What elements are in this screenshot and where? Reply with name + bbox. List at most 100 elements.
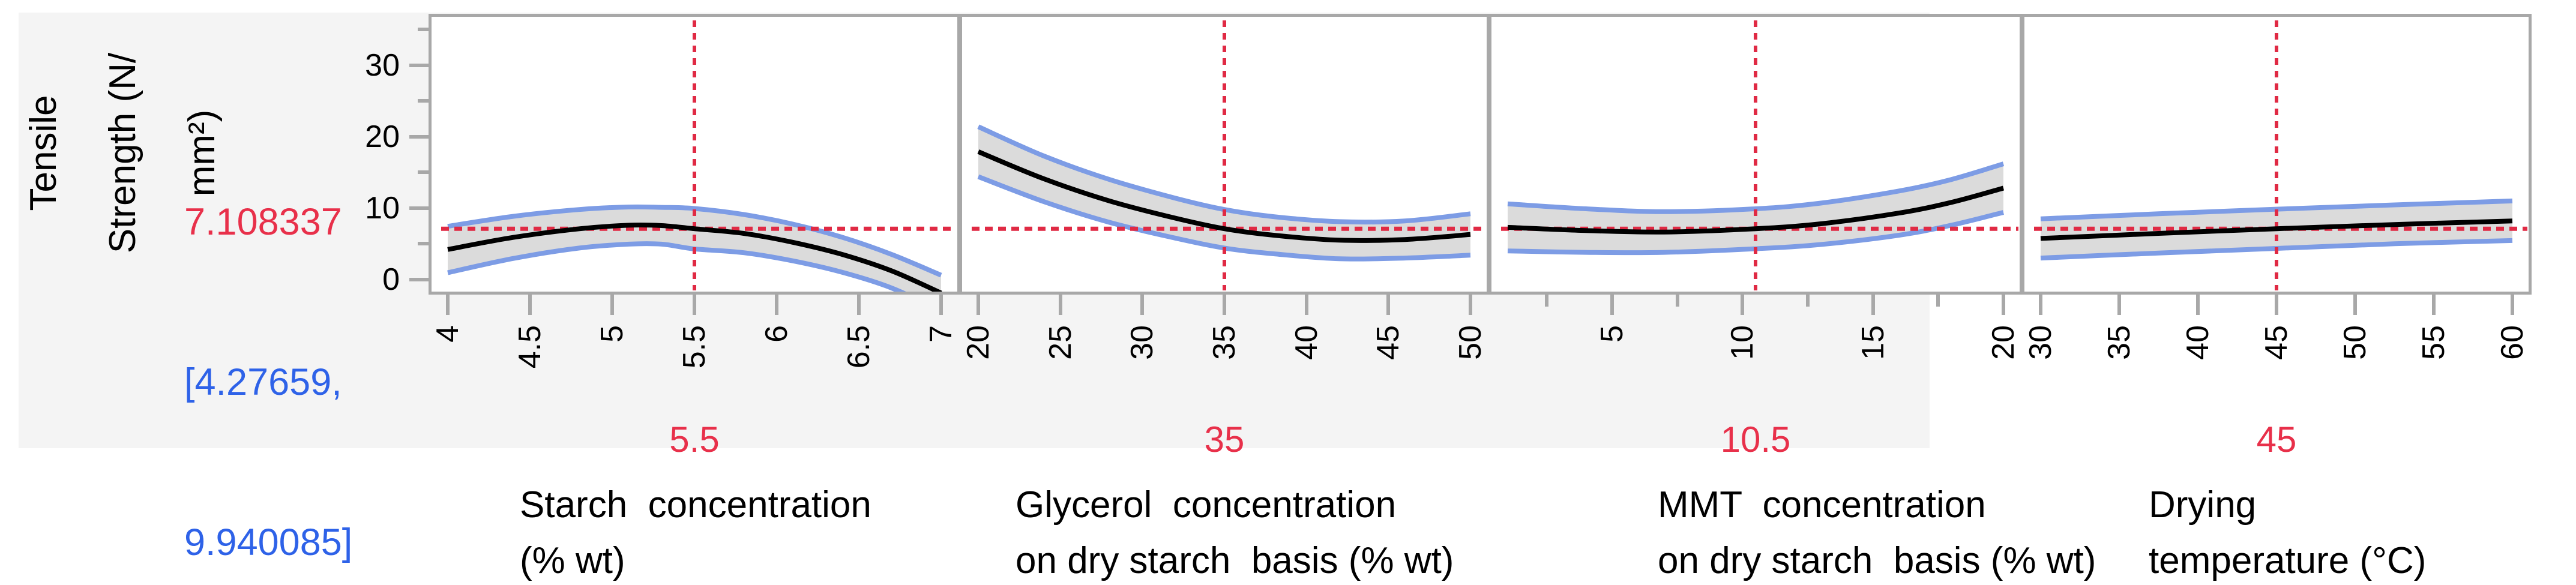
y-axis-minor-tick — [418, 28, 429, 31]
y-axis-minor-tick — [418, 170, 429, 174]
factor-current-value[interactable]: 5.5 — [669, 419, 720, 460]
x-axis-tick-label: 6.5 — [841, 325, 876, 369]
y-axis-tick-label: 30 — [365, 48, 400, 83]
x-axis-minor-tick — [1936, 293, 1940, 307]
x-axis-tick-label: 40 — [1289, 325, 1324, 360]
x-axis-minor-tick — [1806, 293, 1810, 307]
plot-area-4 — [2034, 20, 2527, 290]
x-axis-major-tick — [977, 293, 980, 315]
x-axis-major-tick — [1140, 293, 1144, 315]
response-value-block: 7.108337 [4.27659, 9.940085] — [184, 89, 352, 585]
upper-ci-line — [447, 204, 942, 278]
x-axis-major-tick — [446, 293, 450, 315]
factor-name-label: Glycerol concentration on dry starch basi… — [1016, 477, 1454, 585]
factor-name-line: on dry starch basis (% wt) — [1658, 540, 2096, 581]
x-axis-tick-label: 25 — [1043, 325, 1078, 360]
x-axis-major-tick — [2196, 293, 2200, 315]
y-axis-tick-label: 20 — [365, 119, 400, 154]
factor-name-line: (% wt) — [520, 540, 625, 581]
x-axis-major-tick — [610, 293, 614, 315]
factor-name-line: Starch concentration — [520, 484, 871, 526]
plot-area-3 — [1501, 20, 2018, 290]
factor-name-line: Glycerol concentration — [1016, 484, 1397, 526]
x-axis-tick-label: 10 — [1725, 325, 1760, 360]
x-axis-tick-label: 55 — [2416, 325, 2451, 360]
confidence-interval-low: [4.27659, — [184, 361, 342, 403]
x-axis-tick-label: 4.5 — [513, 325, 547, 369]
upper-ci-line — [1507, 161, 2005, 214]
x-axis-major-tick — [2511, 293, 2514, 315]
prediction-curve — [977, 149, 1471, 243]
x-axis-major-tick — [2117, 293, 2121, 315]
x-axis-tick-label: 20 — [961, 325, 996, 360]
factor-name-label: Starch concentration (% wt) — [520, 477, 871, 585]
x-axis-tick-label: 6 — [759, 325, 794, 343]
x-axis-major-tick — [1469, 293, 1472, 315]
x-axis-tick-label: 5 — [1595, 325, 1630, 343]
prediction-curve — [447, 222, 942, 292]
x-axis-major-tick — [2353, 293, 2357, 315]
factor-current-value[interactable]: 35 — [1204, 419, 1245, 460]
x-axis-tick-label: 45 — [1371, 325, 1406, 360]
y-axis-minor-tick — [418, 99, 429, 103]
factor-name-line: MMT concentration — [1658, 484, 1986, 526]
x-axis-tick-label: 7 — [924, 325, 958, 343]
y-axis-major-tick — [409, 278, 429, 281]
x-axis-tick-label: 4 — [430, 325, 465, 343]
prediction-curve — [2040, 218, 2513, 241]
factor-current-value[interactable]: 10.5 — [1720, 419, 1791, 460]
x-axis-tick-label: 60 — [2495, 325, 2530, 360]
factor-name-line: Drying — [2149, 484, 2257, 526]
x-axis-major-tick — [528, 293, 532, 315]
x-axis-major-tick — [1610, 293, 1614, 315]
x-axis-major-tick — [1386, 293, 1390, 315]
confidence-band — [978, 127, 1470, 259]
x-axis-major-tick — [1223, 293, 1226, 315]
y-axis-major-tick — [409, 135, 429, 139]
x-axis-tick-label: 20 — [1986, 325, 2021, 360]
factor-name-label: MMT concentration on dry starch basis (% … — [1658, 477, 2096, 585]
x-axis-major-tick — [1871, 293, 1875, 315]
x-axis-major-tick — [2039, 293, 2042, 315]
x-axis-tick-label: 40 — [2180, 325, 2215, 360]
x-axis-tick-label: 35 — [2102, 325, 2137, 360]
x-axis-tick-label: 45 — [2259, 325, 2294, 360]
response-axis-title-line2: Strength (N/ — [102, 52, 143, 254]
response-axis-title-line1: Tensile — [23, 95, 64, 211]
x-axis-minor-tick — [1545, 293, 1548, 307]
x-axis-tick-label: 50 — [2338, 325, 2373, 360]
x-axis-tick-label: 5 — [595, 325, 630, 343]
y-axis-major-tick — [409, 64, 429, 67]
x-axis-major-tick — [2002, 293, 2005, 315]
x-axis-tick-label: 15 — [1856, 325, 1891, 360]
x-axis-major-tick — [1305, 293, 1308, 315]
y-axis-tick-label: 0 — [382, 262, 400, 297]
x-axis-tick-label: 50 — [1453, 325, 1488, 360]
x-axis-major-tick — [775, 293, 778, 315]
x-axis-major-tick — [857, 293, 861, 315]
x-axis-major-tick — [939, 293, 943, 315]
plot-area-1 — [441, 20, 956, 292]
factor-name-label: Drying temperature (°C) — [2149, 477, 2426, 585]
prediction-curve — [1507, 185, 2005, 235]
confidence-interval-high: 9.940085] — [184, 521, 353, 563]
plot-area-2 — [972, 20, 1485, 290]
x-axis-major-tick — [693, 293, 696, 315]
x-axis-major-tick — [1741, 293, 1744, 315]
factor-name-line: temperature (°C) — [2149, 540, 2427, 581]
x-axis-tick-label: 35 — [1207, 325, 1242, 360]
x-axis-tick-label: 30 — [1125, 325, 1160, 360]
x-axis-major-tick — [1059, 293, 1062, 315]
y-axis-minor-tick — [418, 242, 429, 245]
x-axis-tick-label: 5.5 — [677, 325, 712, 369]
x-axis-major-tick — [2432, 293, 2436, 315]
y-axis-tick-label: 10 — [365, 191, 400, 226]
x-axis-minor-tick — [1676, 293, 1679, 307]
predicted-response-value[interactable]: 7.108337 — [184, 201, 342, 243]
factor-current-value[interactable]: 45 — [2256, 419, 2297, 460]
upper-ci-line — [2040, 198, 2513, 221]
x-axis-major-tick — [2275, 293, 2278, 315]
y-axis-major-tick — [409, 206, 429, 210]
x-axis-tick-label: 30 — [2023, 325, 2058, 360]
